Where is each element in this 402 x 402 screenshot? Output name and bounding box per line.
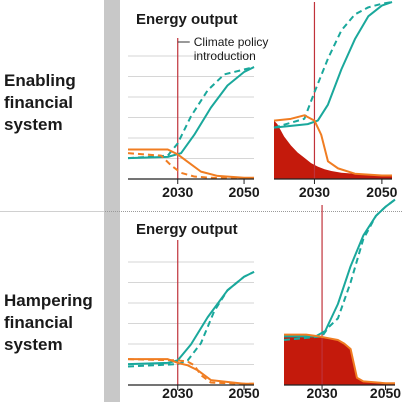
series-orange-solid [128, 148, 254, 179]
series-teal-solid [127, 270, 255, 366]
series-orange-solid [284, 333, 395, 385]
chart-title: Energy output [136, 11, 238, 28]
series-orange-dashed [127, 358, 254, 385]
series-teal-dashed [283, 198, 396, 341]
row-label-line: financial [4, 313, 73, 332]
series-orange-dashed [127, 152, 254, 180]
x-tick-label: 2050 [228, 184, 259, 200]
x-tick-label: 2050 [228, 385, 259, 401]
x-tick-label: 2030 [306, 385, 337, 401]
chart-title: Energy output [136, 221, 238, 238]
series-orange-solid [273, 114, 392, 177]
row-label-line: financial [4, 93, 73, 112]
annotation-line-1: Climate policy [194, 35, 269, 49]
row-label-line: Hampering [4, 291, 93, 310]
chart-panel-4: 2030 2050 [283, 198, 401, 401]
x-tick-label: 2030 [299, 184, 330, 200]
x-tick-label: 2050 [370, 385, 401, 401]
series-teal-dashed [273, 1, 393, 129]
row-labels-panel [0, 0, 104, 402]
chart-panel-1: 2030 2050 Energy output Climate policyintro… [127, 11, 269, 200]
row-divider [0, 211, 402, 212]
row-label-hampering: Hampering financial system [4, 290, 93, 356]
annotation-line-2: introduction [194, 49, 256, 63]
chart-panel-3: 2030 2050 Energy output [127, 221, 260, 401]
series-teal-dashed [127, 66, 255, 160]
x-tick-label: 2030 [162, 184, 193, 200]
x-tick-label: 2050 [366, 184, 397, 200]
row-label-enabling: Enabling financial system [4, 70, 76, 136]
row-label-line: system [4, 115, 63, 134]
series-teal-dashed [127, 270, 255, 368]
series-teal-solid [273, 1, 393, 129]
row-divider-left [0, 211, 104, 212]
series-area-red [284, 334, 395, 385]
row-label-line: system [4, 335, 63, 354]
series-teal-solid [127, 66, 255, 160]
chart-panel-2: 2030 2050 [273, 1, 398, 200]
separator-bar [104, 0, 120, 402]
row-label-line: Enabling [4, 71, 76, 90]
series-area-red [274, 120, 392, 179]
x-tick-label: 2030 [162, 385, 193, 401]
